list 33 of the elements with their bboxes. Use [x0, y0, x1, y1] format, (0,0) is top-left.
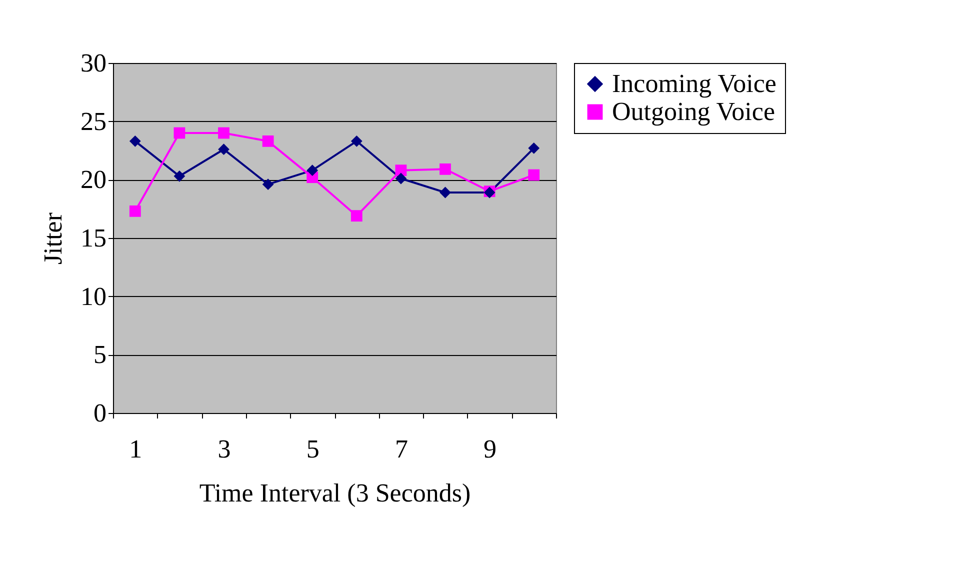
point	[129, 135, 141, 147]
y-tick-label: 20	[80, 165, 106, 194]
point	[528, 142, 540, 154]
point	[440, 186, 451, 198]
point	[262, 178, 274, 190]
y-tick-label: 5	[94, 340, 106, 370]
y-tick-label: 0	[94, 398, 106, 428]
point	[395, 172, 407, 184]
point	[528, 169, 540, 181]
legend-label: Outgoing Voice	[612, 97, 775, 126]
x-axis-title: Time Interval (3 Seconds)	[199, 478, 471, 508]
x-tick-label: 1	[129, 434, 142, 464]
point	[395, 164, 407, 176]
point	[262, 135, 274, 147]
y-tick-label: 25	[80, 106, 106, 136]
y-tick-label: 30	[80, 48, 106, 78]
y-tick-label: 15	[80, 224, 106, 252]
legend-label: Incoming Voice	[612, 69, 776, 98]
x-tick-label: 5	[306, 434, 320, 464]
y-axis-title: Jitter	[38, 212, 68, 264]
point	[350, 135, 362, 147]
point	[218, 127, 230, 139]
point	[174, 127, 186, 139]
y-tick-label: 10	[80, 282, 106, 311]
point	[440, 163, 451, 175]
x-tick-label: 9	[484, 434, 497, 464]
point	[350, 210, 362, 222]
x-tick-label: 7	[394, 434, 408, 464]
point	[174, 170, 186, 182]
point	[306, 164, 318, 176]
point	[218, 144, 230, 156]
x-tick-label: 3	[218, 434, 231, 464]
point	[129, 205, 141, 217]
